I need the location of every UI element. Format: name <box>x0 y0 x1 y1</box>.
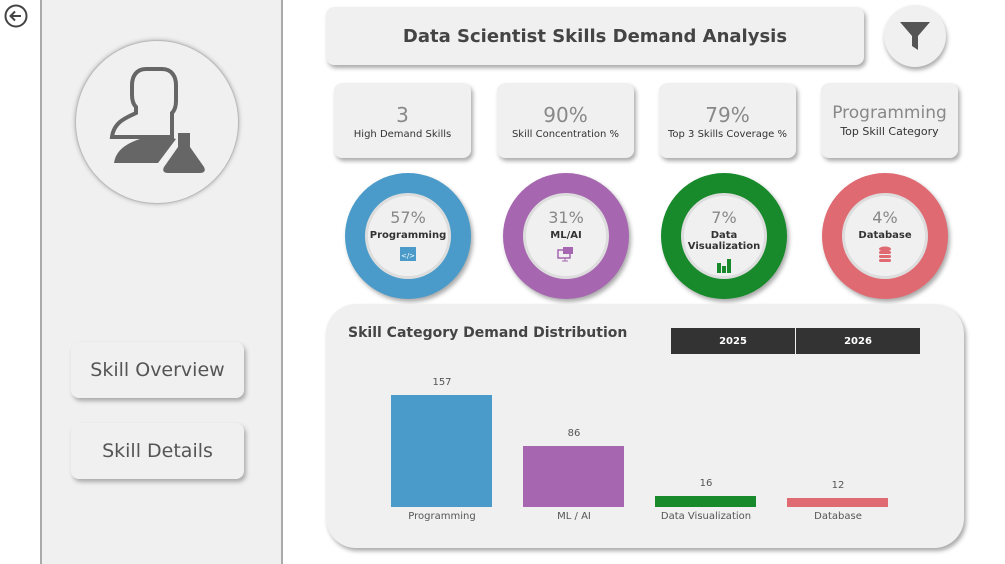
ring-label: ML/AI <box>550 230 582 241</box>
kpi-value: 90% <box>543 103 588 127</box>
bar-1[interactable] <box>523 445 624 507</box>
kpi-label: Top 3 Skills Coverage % <box>667 129 788 140</box>
skill-overview-button[interactable]: Skill Overview <box>71 342 244 398</box>
data-label: 12 <box>831 480 845 492</box>
bar-0[interactable] <box>391 395 492 507</box>
data-label: 86 <box>567 427 581 439</box>
kpi-value: Programming <box>832 103 947 123</box>
database-icon <box>879 246 891 262</box>
kpi-card-coverage: 79% Top 3 Skills Coverage % <box>659 83 796 158</box>
kpi-label: High Demand Skills <box>353 129 452 140</box>
kpi-label: Skill Concentration % <box>511 129 620 140</box>
ring-label: Database <box>858 230 912 241</box>
category-label: ML / AI <box>557 511 591 522</box>
kpi-value: 79% <box>705 103 750 127</box>
ring-data-visualization: 7% Data Visualization <box>661 173 787 299</box>
filter-button[interactable] <box>884 5 946 67</box>
avatar <box>75 40 239 204</box>
data-label: 16 <box>699 477 713 489</box>
ring-ml-ai: 31% ML/AI <box>503 173 629 299</box>
computer-ml-icon <box>557 247 573 262</box>
back-arrow-icon[interactable] <box>4 4 28 28</box>
ring-label: Data Visualization <box>687 230 761 252</box>
skill-details-button[interactable]: Skill Details <box>71 423 244 479</box>
bar-2[interactable] <box>655 495 756 507</box>
svg-text:</>: </> <box>401 252 415 260</box>
category-label: Data Visualization <box>660 511 752 522</box>
kpi-card-concentration: 90% Skill Concentration % <box>497 83 634 158</box>
year-button-2026[interactable]: 2026 <box>796 328 920 354</box>
ring-percent: 4% <box>872 208 898 227</box>
bar-chart-icon <box>717 259 731 273</box>
kpi-card-top-category: Programming Top Skill Category <box>821 83 958 158</box>
ring-database: 4% Database <box>822 173 948 299</box>
ring-programming: 57% Programming </> <box>345 173 471 299</box>
data-scientist-icon <box>109 67 205 173</box>
bar-3[interactable] <box>787 498 888 507</box>
category-label: Database <box>814 511 862 522</box>
page-title: Data Scientist Skills Demand Analysis <box>326 7 864 65</box>
ring-percent: 31% <box>548 208 584 227</box>
ring-label: Programming <box>369 230 447 241</box>
year-button-2025[interactable]: 2025 <box>671 328 795 354</box>
kpi-value: 3 <box>396 103 409 127</box>
ring-percent: 7% <box>711 208 737 227</box>
chart-title: Skill Category Demand Distribution <box>348 325 628 341</box>
data-label: 157 <box>432 377 452 388</box>
filter-icon <box>900 22 930 50</box>
kpi-card-high-demand: 3 High Demand Skills <box>334 83 471 158</box>
code-window-icon: </> <box>400 247 416 261</box>
kpi-label: Top Skill Category <box>840 125 939 138</box>
ring-percent: 57% <box>390 208 426 227</box>
category-label: Programming <box>408 511 476 522</box>
